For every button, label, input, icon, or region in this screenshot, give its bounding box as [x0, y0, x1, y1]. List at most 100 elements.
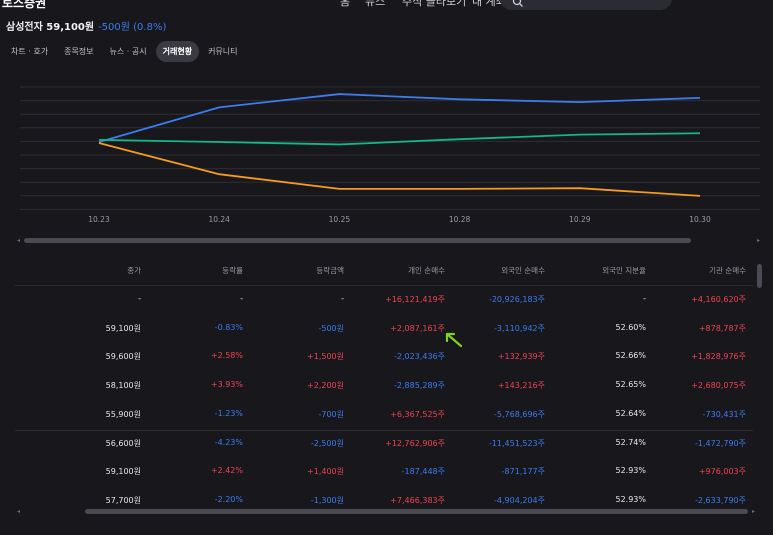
- green-arrow-icon: [445, 332, 463, 348]
- table-cell: 52.93%: [615, 494, 646, 504]
- table-cell: +976,003주: [698, 467, 746, 477]
- top-navigation: 토스증권 홈 뉴스 주식 골라보기 내 계좌: [0, 0, 773, 12]
- table-cell: +143,216주: [497, 381, 545, 391]
- app-logo[interactable]: 토스증권: [2, 0, 47, 10]
- table-vertical-scrollbar[interactable]: [757, 264, 762, 288]
- table-cell: -700원: [318, 409, 344, 419]
- table-cell: +3.93%: [210, 380, 243, 390]
- stock-change: -500원 (0.8%): [98, 22, 167, 33]
- tab-community[interactable]: 커뮤니티: [208, 46, 238, 56]
- table-cell: +1,400원: [307, 467, 344, 477]
- scroll-right-icon[interactable]: ▸: [757, 237, 761, 244]
- table-cell: -3,110,942주: [494, 323, 545, 333]
- table-cell: -500원: [318, 323, 344, 333]
- table-cell: 52.60%: [615, 322, 646, 332]
- table-cell: +16,121,419주: [385, 295, 445, 304]
- table-cell: +2,680,075주: [691, 381, 746, 391]
- table-cell: 52.64%: [615, 408, 646, 418]
- table-scroll-left-icon[interactable]: ◂: [17, 508, 21, 515]
- table-cell: +4,160,620주: [691, 295, 746, 304]
- table-cell: 57,700원: [105, 495, 141, 505]
- table-cell: -2,500원: [310, 438, 344, 448]
- column-header: 외국인 순매수: [501, 266, 545, 275]
- table-cell: -11,451,523주: [488, 438, 545, 448]
- search-icon: [512, 0, 523, 7]
- column-header: 개인 순매수: [408, 266, 445, 275]
- table-cell: -: [138, 294, 141, 303]
- table-horizontal-scrollbar[interactable]: [85, 509, 748, 514]
- chart-x-axis: 10.23 10.24 10.25 10.28 10.29 10.30: [88, 215, 711, 224]
- search-input[interactable]: [500, 0, 672, 10]
- table-cell: +878,787주: [698, 323, 746, 333]
- table-cell: +2.58%: [210, 351, 243, 361]
- table-cell: 59,100원: [105, 467, 141, 477]
- nav-my-account[interactable]: 내 계좌: [472, 0, 506, 8]
- x-tick-label: 10.28: [449, 215, 471, 224]
- table-cell: 58,100원: [105, 381, 141, 391]
- table-cell: -871,177주: [501, 467, 545, 477]
- table-cell: 52.74%: [615, 437, 646, 447]
- table-cell: -187,448주: [401, 467, 445, 477]
- table-cell: -2,633,790주: [695, 495, 746, 505]
- table-cell: +12,762,906주: [385, 438, 445, 448]
- x-tick-label: 10.23: [88, 215, 110, 224]
- table-cell: 52.65%: [615, 380, 646, 390]
- table-cell: -1.23%: [214, 408, 243, 418]
- tab-trading-status[interactable]: 거래현황: [155, 40, 200, 62]
- series-line-2: [98, 142, 701, 197]
- nav-home[interactable]: 홈: [340, 0, 351, 8]
- column-header: 등락률: [222, 266, 243, 275]
- table-cell: -4.23%: [214, 437, 243, 447]
- x-tick-label: 10.29: [569, 215, 591, 224]
- x-tick-label: 10.30: [689, 215, 711, 224]
- table-scroll-right-icon[interactable]: ▸: [752, 508, 756, 515]
- table-cell: -5,768,696주: [494, 409, 545, 419]
- table-cell: -730,431주: [702, 409, 746, 419]
- x-tick-label: 10.24: [208, 215, 230, 224]
- series-line-1: [98, 132, 701, 146]
- table-cell: +2,087,161주: [390, 323, 445, 333]
- x-tick-label: 10.25: [329, 215, 351, 224]
- table-cell: 59,600원: [105, 352, 141, 362]
- tab-news-disclosure[interactable]: 뉴스 · 공시: [109, 46, 147, 56]
- chart-series: [98, 93, 701, 197]
- table-cell: 52.66%: [615, 351, 646, 361]
- tab-chart-orderbook[interactable]: 차트 · 호가: [11, 46, 49, 56]
- table-cell: 56,600원: [105, 438, 141, 448]
- tab-stock-info[interactable]: 종목정보: [64, 46, 94, 56]
- table-cell: -: [643, 294, 646, 303]
- header-divider: [15, 285, 753, 286]
- table-cell: +132,939주: [497, 352, 545, 362]
- table-cell: -1,472,790주: [695, 438, 746, 448]
- table-cell: -20,926,183주: [488, 295, 545, 304]
- stock-name-price: 삼성전자 59,100원: [6, 22, 95, 33]
- table-cell: -2.20%: [214, 494, 243, 504]
- table-cell: -2,885,289주: [394, 381, 445, 391]
- investor-trend-chart: 10.23 10.24 10.25 10.28 10.29 10.30: [20, 86, 760, 224]
- table-cell: -4,904,204주: [494, 495, 545, 505]
- table-cell: -2,023,436주: [394, 352, 445, 362]
- row-divider: [15, 429, 753, 431]
- table-cell: -0.83%: [214, 322, 243, 332]
- nav-news[interactable]: 뉴스: [365, 0, 386, 8]
- table-cell: -: [341, 294, 344, 303]
- chart-horizontal-scrollbar[interactable]: [24, 238, 691, 243]
- table-cell: -: [240, 294, 243, 303]
- scroll-left-icon[interactable]: ◂: [17, 237, 21, 244]
- column-header: 기관 순매수: [709, 266, 746, 275]
- table-cell: +1,828,976주: [691, 352, 746, 362]
- table-cell: +2,200원: [307, 381, 344, 391]
- table-cell: -1,300원: [310, 495, 344, 505]
- table-cell: 52.93%: [615, 466, 646, 476]
- table-cell: +7,466,383주: [390, 495, 445, 505]
- column-header: 외국인 지분율: [602, 266, 646, 275]
- nav-stock-screener[interactable]: 주식 골라보기: [402, 0, 467, 8]
- table-cell: +6,367,525주: [390, 409, 445, 419]
- table-cell: +2.42%: [210, 466, 243, 476]
- table-cell: +1,500원: [307, 352, 344, 362]
- series-line-0: [98, 93, 701, 143]
- column-header: 종가: [127, 266, 141, 275]
- column-header: 등락금액: [316, 266, 344, 275]
- table-cell: 59,100원: [105, 323, 141, 333]
- stock-header: 삼성전자 59,100원 -500원 (0.8%): [6, 18, 166, 33]
